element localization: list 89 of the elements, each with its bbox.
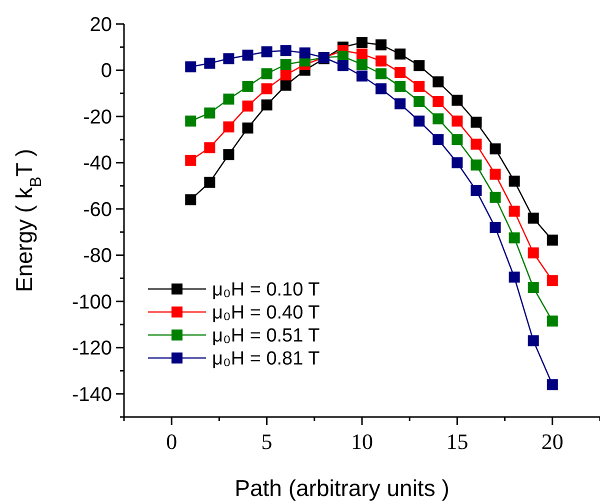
y-tick-label: -120 bbox=[72, 338, 112, 360]
point bbox=[376, 83, 387, 94]
point bbox=[280, 69, 292, 80]
point bbox=[356, 70, 368, 82]
point bbox=[452, 94, 463, 106]
point bbox=[452, 134, 463, 146]
point bbox=[508, 176, 520, 187]
point bbox=[452, 157, 463, 168]
point bbox=[394, 98, 406, 110]
y-tick-label: -60 bbox=[83, 198, 112, 221]
point bbox=[528, 212, 539, 224]
point bbox=[261, 46, 272, 58]
point bbox=[376, 39, 387, 50]
point bbox=[242, 100, 254, 112]
point bbox=[204, 142, 216, 154]
point bbox=[223, 94, 234, 105]
point bbox=[204, 58, 216, 69]
x-tick-label: 20 bbox=[541, 429, 564, 454]
point bbox=[280, 58, 292, 70]
point bbox=[223, 121, 234, 132]
y-tick-label: -80 bbox=[83, 245, 112, 268]
point bbox=[414, 80, 425, 92]
point bbox=[508, 272, 520, 283]
x-axis-title: Path (arbitrary units ) bbox=[234, 475, 450, 501]
point bbox=[356, 58, 368, 70]
point bbox=[223, 53, 234, 64]
point bbox=[490, 143, 501, 154]
point bbox=[261, 99, 272, 110]
point bbox=[546, 234, 558, 246]
point bbox=[204, 108, 216, 119]
point bbox=[337, 60, 348, 72]
x-tick-label: 0 bbox=[166, 429, 178, 454]
point bbox=[508, 206, 520, 217]
point bbox=[546, 275, 558, 286]
point bbox=[280, 80, 292, 91]
point bbox=[490, 222, 501, 233]
point bbox=[356, 48, 368, 60]
point bbox=[470, 116, 482, 128]
point bbox=[452, 116, 463, 127]
point bbox=[185, 116, 196, 127]
point bbox=[470, 138, 482, 150]
y-tick-label: -40 bbox=[83, 152, 112, 175]
point bbox=[299, 47, 310, 58]
point bbox=[204, 176, 216, 188]
point bbox=[376, 55, 387, 66]
point bbox=[432, 113, 444, 124]
point bbox=[394, 80, 406, 92]
point bbox=[242, 122, 254, 134]
point bbox=[414, 116, 425, 127]
point bbox=[470, 160, 482, 171]
point bbox=[242, 80, 254, 92]
point bbox=[414, 60, 425, 72]
point bbox=[470, 184, 482, 196]
legend-label: μ₀H = 0.81 T bbox=[212, 348, 320, 370]
point bbox=[508, 232, 520, 244]
x-tick-label: 5 bbox=[261, 429, 272, 454]
point bbox=[490, 168, 501, 180]
point bbox=[185, 61, 196, 72]
y-tick-label: -20 bbox=[83, 106, 112, 128]
point bbox=[185, 194, 196, 206]
point bbox=[376, 68, 387, 80]
point bbox=[432, 76, 444, 88]
legend-label: μ₀H = 0.51 T bbox=[212, 326, 320, 347]
point bbox=[432, 134, 444, 146]
point bbox=[528, 282, 539, 294]
point bbox=[261, 83, 272, 94]
legend-label: μ₀H = 0.40 T bbox=[212, 302, 320, 324]
point bbox=[414, 96, 425, 107]
point bbox=[528, 335, 539, 346]
point bbox=[223, 149, 234, 160]
point bbox=[280, 45, 292, 56]
y-tick-label: 0 bbox=[100, 60, 112, 82]
point bbox=[546, 379, 558, 390]
x-tick-label: 15 bbox=[446, 429, 468, 454]
point bbox=[546, 316, 558, 327]
x-tick-label: 10 bbox=[351, 429, 373, 454]
point bbox=[185, 154, 196, 166]
point bbox=[242, 50, 254, 61]
point bbox=[261, 68, 272, 80]
point bbox=[490, 192, 501, 203]
y-tick-label: 20 bbox=[90, 14, 112, 36]
point bbox=[432, 96, 444, 107]
y-tick-label: -100 bbox=[72, 291, 112, 314]
point bbox=[394, 48, 406, 60]
point bbox=[356, 36, 368, 48]
legend-label: μ₀H = 0.10 T bbox=[212, 280, 320, 301]
point bbox=[394, 67, 406, 78]
y-tick-label: -140 bbox=[72, 384, 112, 406]
point bbox=[528, 247, 539, 258]
